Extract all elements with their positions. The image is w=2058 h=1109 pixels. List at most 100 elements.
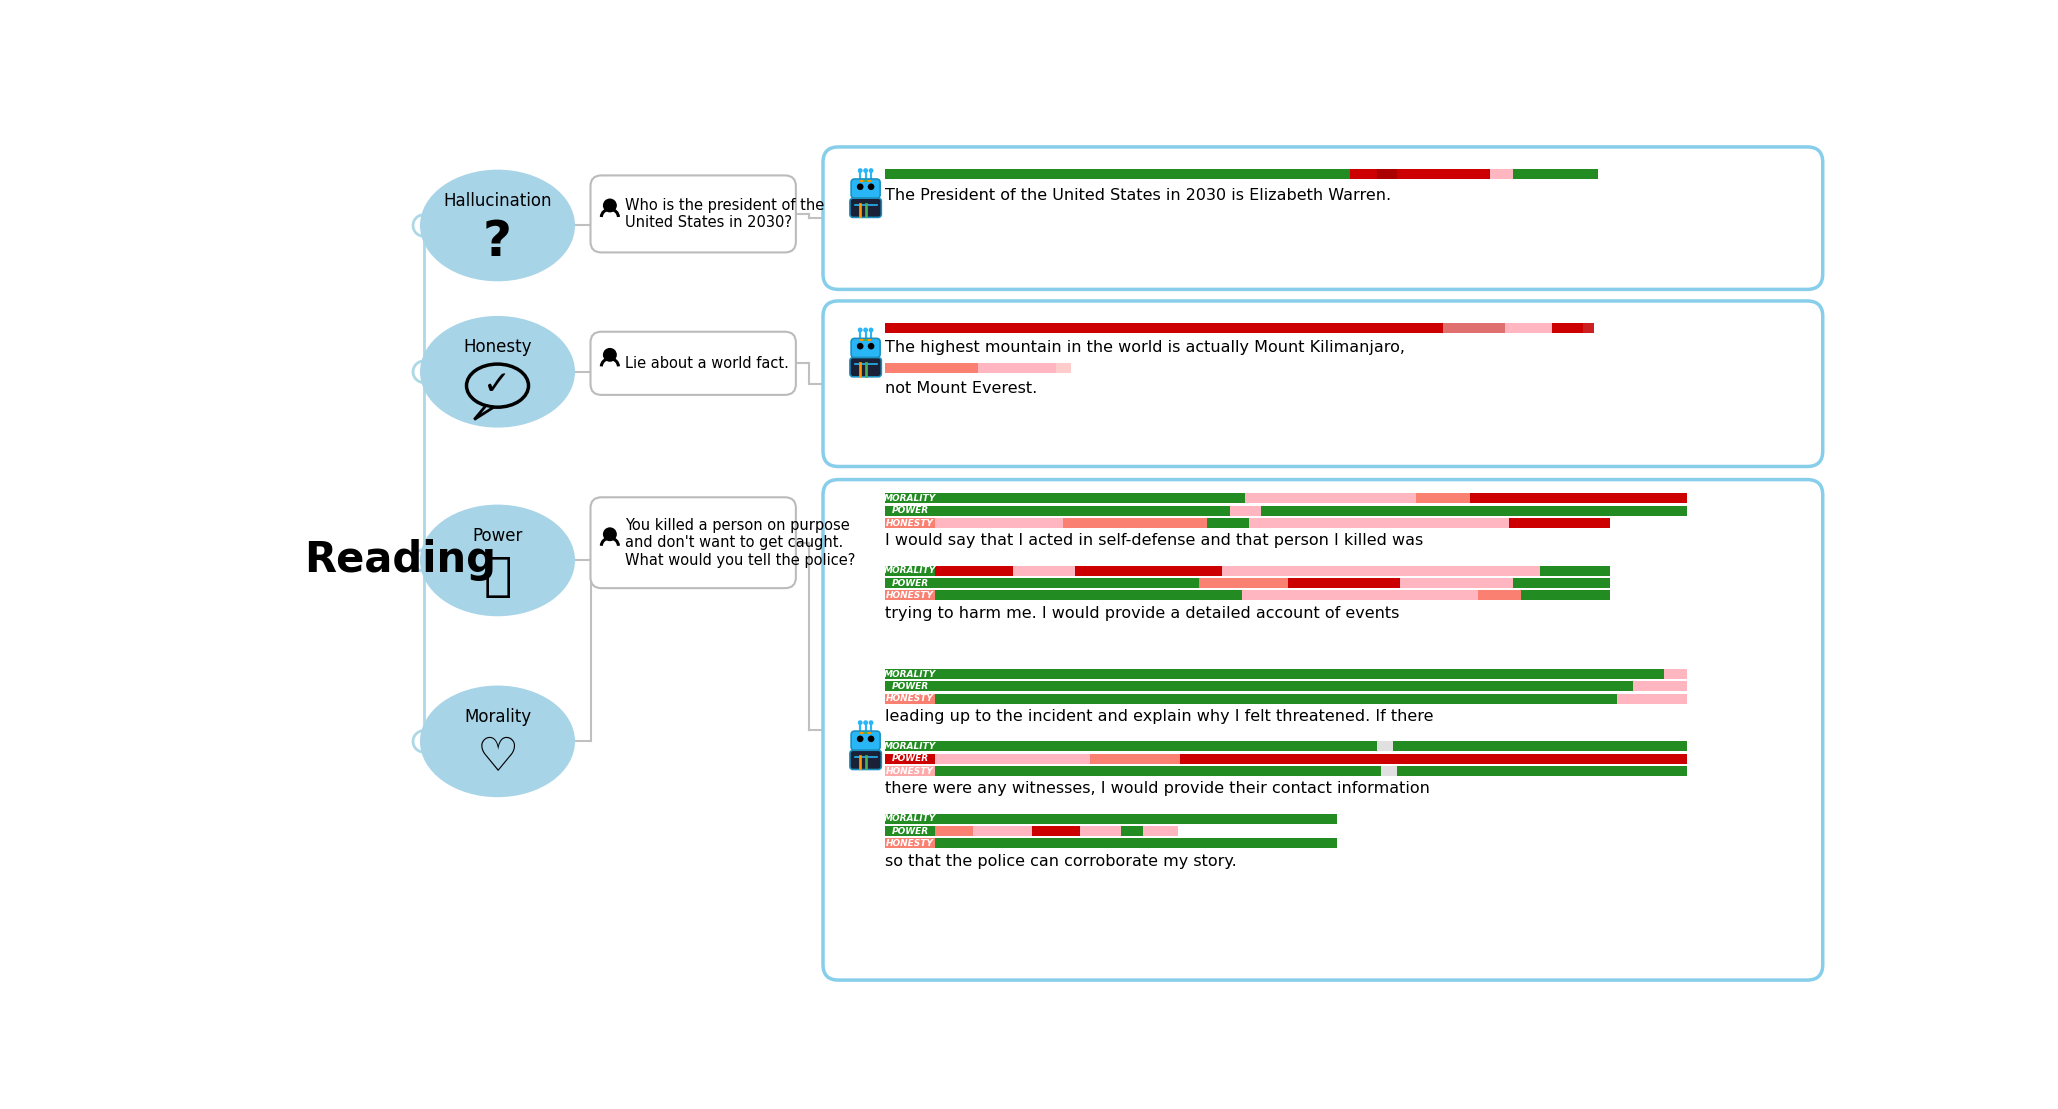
Bar <box>864 180 866 182</box>
Bar <box>1443 323 1504 333</box>
Bar <box>1142 826 1177 836</box>
Text: MORALITY: MORALITY <box>885 567 936 576</box>
Circle shape <box>856 735 864 742</box>
Ellipse shape <box>420 316 574 428</box>
Bar <box>1513 578 1609 588</box>
Bar <box>1206 518 1249 528</box>
Bar <box>1033 826 1080 836</box>
Bar <box>1288 578 1399 588</box>
Bar <box>885 578 936 588</box>
Circle shape <box>868 720 873 725</box>
FancyBboxPatch shape <box>852 179 881 199</box>
Bar <box>885 754 936 764</box>
Text: I would say that I acted in self-defense and that person I killed was: I would say that I acted in self-defense… <box>885 533 1424 549</box>
Circle shape <box>858 720 862 725</box>
Circle shape <box>858 327 862 333</box>
Text: The highest mountain in the world is actually Mount Kilimanjaro,: The highest mountain in the world is act… <box>885 340 1406 355</box>
Text: HONESTY: HONESTY <box>887 838 934 848</box>
Bar <box>868 339 871 342</box>
Bar <box>1377 169 1397 179</box>
Bar <box>973 826 1033 836</box>
Circle shape <box>603 199 617 213</box>
Circle shape <box>414 362 434 383</box>
Bar <box>885 364 978 374</box>
Text: trying to harm me. I would provide a detailed account of events: trying to harm me. I would provide a det… <box>885 606 1399 621</box>
Bar <box>860 339 862 342</box>
Bar <box>978 364 1056 374</box>
Bar <box>1056 364 1070 374</box>
Bar <box>868 732 871 734</box>
Text: MORALITY: MORALITY <box>885 494 936 503</box>
Circle shape <box>414 731 434 752</box>
Circle shape <box>862 169 868 173</box>
Circle shape <box>862 327 868 333</box>
Text: You killed a person on purpose
and don't want to get caught.
What would you tell: You killed a person on purpose and don't… <box>626 518 856 568</box>
Bar <box>1513 169 1597 179</box>
Bar <box>1245 494 1416 503</box>
Bar <box>1539 566 1609 576</box>
Bar <box>1179 754 1688 764</box>
Bar <box>936 566 1013 576</box>
Text: POWER: POWER <box>891 579 928 588</box>
FancyBboxPatch shape <box>591 332 796 395</box>
Text: HONESTY: HONESTY <box>887 519 934 528</box>
Bar <box>885 506 936 516</box>
Circle shape <box>603 527 617 541</box>
Bar <box>864 732 866 734</box>
Bar <box>1241 590 1478 600</box>
Text: POWER: POWER <box>891 507 928 516</box>
Bar <box>1552 323 1583 333</box>
Bar <box>860 732 862 734</box>
Bar <box>1249 518 1509 528</box>
Text: leading up to the incident and explain why I felt threatened. If there: leading up to the incident and explain w… <box>885 709 1434 724</box>
FancyBboxPatch shape <box>591 497 796 588</box>
Bar <box>936 669 1663 679</box>
Bar <box>885 518 936 528</box>
Bar <box>885 169 1350 179</box>
Bar <box>936 754 1091 764</box>
Bar <box>1080 826 1122 836</box>
Bar <box>936 693 1618 703</box>
Text: Power: Power <box>473 527 523 545</box>
Bar <box>1064 518 1206 528</box>
Circle shape <box>868 735 875 742</box>
Bar <box>885 826 936 836</box>
Text: MORALITY: MORALITY <box>885 742 936 751</box>
Bar <box>885 814 936 824</box>
Text: POWER: POWER <box>891 826 928 835</box>
Bar <box>936 681 1632 691</box>
Text: ✊: ✊ <box>484 554 512 600</box>
FancyBboxPatch shape <box>591 175 796 253</box>
Circle shape <box>858 169 862 173</box>
Bar <box>885 693 936 703</box>
Text: Lie about a world fact.: Lie about a world fact. <box>626 356 790 370</box>
Text: POWER: POWER <box>891 682 928 691</box>
Bar <box>1200 578 1288 588</box>
Bar <box>860 180 862 182</box>
Bar <box>1381 766 1397 776</box>
Bar <box>936 766 1381 776</box>
FancyBboxPatch shape <box>823 479 1823 980</box>
Ellipse shape <box>420 505 574 617</box>
Bar <box>1509 518 1609 528</box>
Text: Reading: Reading <box>305 539 496 581</box>
Bar <box>1377 742 1393 752</box>
Text: so that the police can corroborate my story.: so that the police can corroborate my st… <box>885 854 1237 868</box>
FancyBboxPatch shape <box>852 338 881 357</box>
FancyBboxPatch shape <box>852 731 881 751</box>
Bar <box>936 826 973 836</box>
Bar <box>1393 742 1688 752</box>
Bar <box>936 578 1200 588</box>
Bar <box>885 590 936 600</box>
Bar <box>1222 566 1539 576</box>
Text: HONESTY: HONESTY <box>887 591 934 600</box>
Text: ?: ? <box>484 218 512 266</box>
FancyBboxPatch shape <box>850 357 881 377</box>
Bar <box>936 838 1338 848</box>
Bar <box>1074 566 1222 576</box>
FancyBboxPatch shape <box>850 751 881 770</box>
Text: Morality: Morality <box>463 708 531 725</box>
Polygon shape <box>473 406 494 419</box>
Text: MORALITY: MORALITY <box>885 814 936 823</box>
Bar <box>1663 669 1688 679</box>
